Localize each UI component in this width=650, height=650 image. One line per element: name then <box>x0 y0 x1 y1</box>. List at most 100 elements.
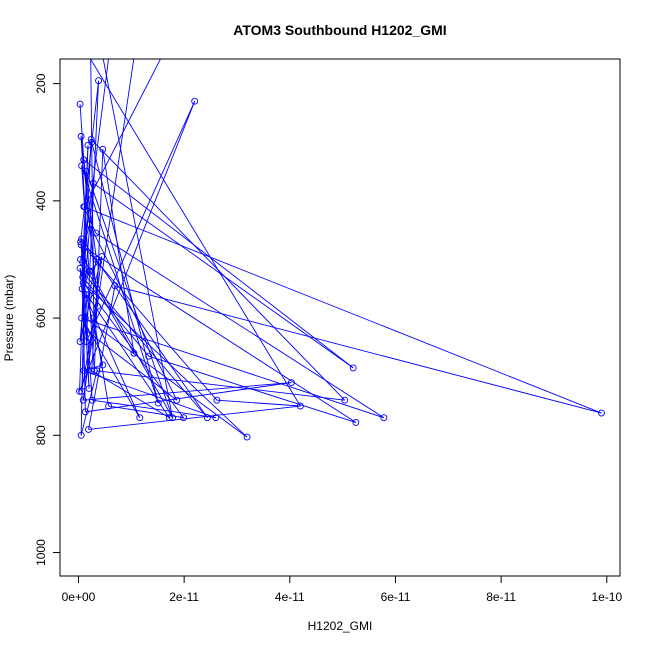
series-segment <box>102 149 135 354</box>
series-segment <box>88 405 301 430</box>
series-segment <box>83 159 354 369</box>
x-tick-label: 1e-10 <box>591 590 622 604</box>
data-point <box>180 414 188 422</box>
data-point <box>88 396 96 404</box>
data-point <box>80 156 88 164</box>
data-point <box>130 349 138 357</box>
data-point <box>79 279 87 287</box>
data-point <box>90 367 98 375</box>
data-point <box>341 396 349 404</box>
series-segment-offscale <box>82 59 135 401</box>
series-segment <box>82 282 248 438</box>
data-point <box>145 352 153 360</box>
data-point <box>203 414 211 422</box>
data-point <box>169 414 176 422</box>
y-tick-label: 800 <box>34 425 48 445</box>
series-segment <box>79 101 196 392</box>
data-point <box>77 241 85 249</box>
data-point <box>99 361 107 369</box>
data-point <box>173 396 181 404</box>
series-segment-offscale <box>102 59 173 418</box>
data-point <box>84 141 92 149</box>
series-segment <box>84 247 218 401</box>
series-segment <box>91 262 100 371</box>
series-segment <box>89 224 178 401</box>
x-tick-label: 6e-11 <box>381 590 411 604</box>
series-segment <box>89 270 173 418</box>
data-point <box>191 97 199 105</box>
data-point <box>81 314 89 322</box>
series-segment <box>82 262 99 278</box>
data-point <box>136 414 144 422</box>
series-segment <box>81 317 384 419</box>
data-point <box>92 229 100 237</box>
series-segment <box>83 206 97 234</box>
data-point <box>77 238 85 246</box>
y-tick-label: 400 <box>34 191 48 211</box>
chart-title: ATOM3 Southbound H1202_GMI <box>233 22 446 38</box>
data-point <box>83 291 91 299</box>
y-tick-label: 200 <box>34 73 48 93</box>
series-segment <box>114 285 602 414</box>
data-point <box>243 433 251 441</box>
series-segment <box>81 165 159 404</box>
series-segment <box>80 370 98 436</box>
data-point <box>98 253 106 260</box>
data-point <box>86 220 94 228</box>
data-point <box>380 414 388 422</box>
series-segment <box>85 329 178 401</box>
data-point <box>349 364 357 372</box>
series-segment <box>83 370 216 419</box>
series-segment <box>96 370 345 401</box>
data-point <box>86 267 94 275</box>
data-point <box>352 418 360 426</box>
data-point <box>598 409 605 417</box>
data-point <box>111 282 119 290</box>
data-point <box>78 162 86 170</box>
series-segment <box>86 294 170 418</box>
data-point <box>85 291 93 299</box>
data-point <box>213 396 221 404</box>
data-point <box>76 100 84 108</box>
data-point <box>82 168 90 175</box>
series-segment <box>216 399 301 407</box>
series-segment <box>108 405 184 419</box>
data-point <box>88 367 96 375</box>
data-point <box>287 379 295 387</box>
data-point <box>77 132 85 140</box>
data-point <box>93 367 101 375</box>
data-point <box>76 387 83 395</box>
y-tick-label: 600 <box>34 308 48 328</box>
y-axis-label: Pressure (mbar) <box>2 275 16 362</box>
data-point <box>79 396 87 404</box>
data-point <box>78 314 86 322</box>
series-group <box>76 59 605 441</box>
data-point <box>99 145 107 153</box>
series-segment <box>81 288 141 418</box>
series-segment <box>80 244 93 401</box>
data-point <box>154 399 162 407</box>
data-point <box>81 326 89 334</box>
data-point <box>95 258 103 266</box>
data-point <box>95 77 103 85</box>
series-segment-offscale <box>84 59 161 207</box>
data-point <box>90 314 98 322</box>
series-segment-offscale <box>82 59 109 263</box>
data-point <box>105 402 113 410</box>
data-point <box>77 431 85 439</box>
series-segment <box>92 399 216 419</box>
data-point <box>89 179 97 187</box>
x-axis-label: H1202_GMI <box>308 619 373 633</box>
data-point <box>165 414 173 422</box>
x-tick-label: 2e-11 <box>169 590 199 604</box>
data-point <box>76 264 84 272</box>
data-point <box>296 402 304 410</box>
plot-area <box>76 59 605 441</box>
series-segment <box>85 317 248 438</box>
data-point <box>76 338 84 345</box>
data-point <box>81 408 89 416</box>
x-tick-label: 0e+00 <box>62 590 96 604</box>
series-segment <box>85 171 173 418</box>
